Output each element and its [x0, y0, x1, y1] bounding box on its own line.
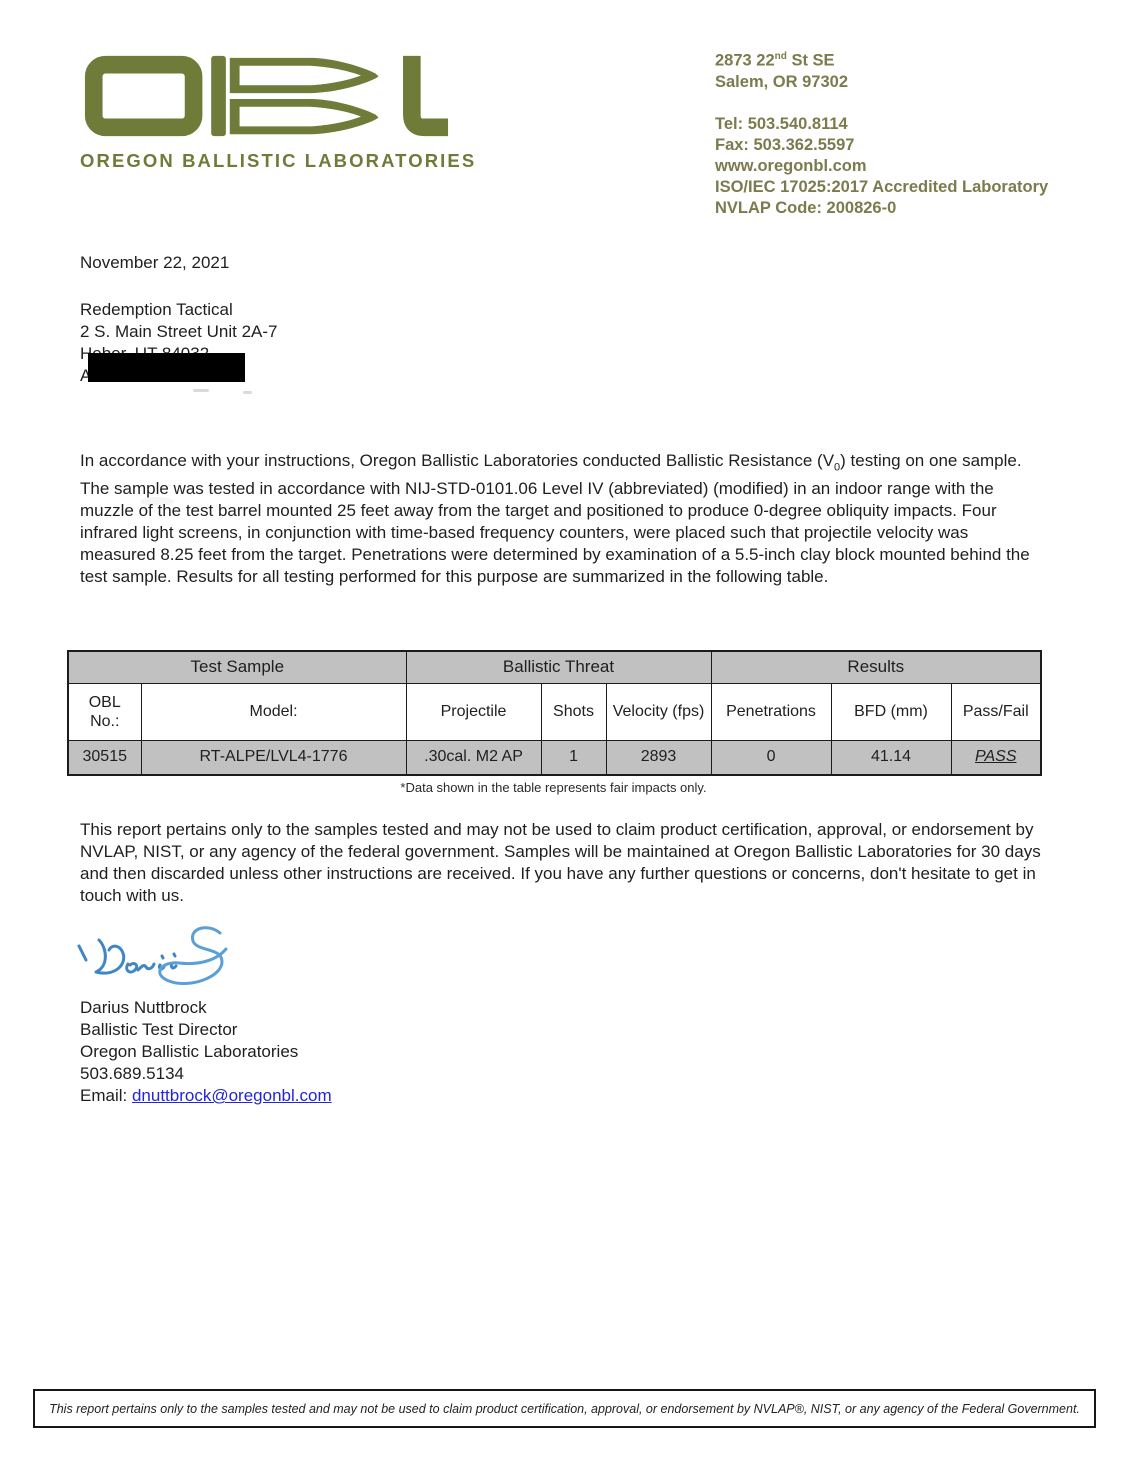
obl-logo-icon [84, 55, 449, 137]
obl-logo: OREGON BALLISTIC LABORATORIES [80, 52, 477, 172]
col-header-projectile: Projectile [405, 682, 542, 741]
intro-paragraph: In accordance with your instructions, Or… [80, 450, 1046, 588]
signer-email-line: Email: dnuttbrock@oregonbl.com [80, 1085, 332, 1107]
scan-artifact [140, 497, 174, 506]
footer-disclaimer-text: This report pertains only to the samples… [49, 1401, 1080, 1416]
signer-title: Ballistic Test Director [80, 1020, 238, 1039]
recipient-redacted-line: A [80, 366, 92, 385]
signer-company: Oregon Ballistic Laboratories [80, 1042, 299, 1061]
col-header-model: Model: [140, 682, 407, 741]
handwritten-signature-icon [77, 926, 228, 986]
table-column-header-row: OBL No.: Model: Projectile Shots Velocit… [67, 682, 1042, 741]
paragraph-testing-summary: In accordance with your instructions, Or… [80, 451, 1022, 474]
group-header-ballistic-threat: Ballistic Threat [405, 650, 712, 684]
table-group-header-row: Test Sample Ballistic Threat Results [67, 650, 1042, 684]
redaction-box [88, 353, 245, 382]
table-row: 30515 RT-ALPE/LVL4-1776 .30cal. M2 AP 1 … [67, 739, 1042, 776]
cell-projectile: .30cal. M2 AP [405, 739, 542, 776]
paragraph-disclaimer: This report pertains only to the samples… [80, 820, 1041, 905]
table-footnote: *Data shown in the table represents fair… [400, 780, 707, 795]
col-header-bfd: BFD (mm) [830, 682, 952, 741]
scan-artifact [243, 391, 252, 394]
col-header-pass-fail: Pass/Fail [950, 682, 1042, 741]
paragraph-methodology: The sample was tested in accordance with… [80, 479, 1030, 587]
col-header-shots: Shots [540, 682, 607, 741]
cell-shots: 1 [540, 739, 607, 776]
closing-paragraph: This report pertains only to the samples… [80, 819, 1046, 907]
contact-fax: Fax: 503.362.5597 [715, 135, 855, 154]
cell-model: RT-ALPE/LVL4-1776 [140, 739, 407, 776]
group-header-test-sample: Test Sample [67, 650, 407, 684]
footer-disclaimer-box: This report pertains only to the samples… [33, 1389, 1096, 1428]
results-table: Test Sample Ballistic Threat Results OBL… [67, 650, 1043, 776]
col-header-penetrations: Penetrations [710, 682, 832, 741]
contact-website: www.oregonbl.com [715, 156, 867, 175]
scan-artifact [193, 389, 209, 392]
cell-obl-no: 30515 [67, 739, 142, 776]
group-header-results: Results [710, 650, 1042, 684]
signer-name: Darius Nuttbrock [80, 998, 207, 1017]
email-link[interactable]: dnuttbrock@oregonbl.com [131, 1086, 332, 1105]
signature-block: Darius Nuttbrock Ballistic Test Director… [80, 997, 332, 1107]
contact-address-line1: 2873 22nd St SE [715, 51, 835, 70]
recipient-name: Redemption Tactical [80, 300, 233, 319]
cell-velocity: 2893 [605, 739, 712, 776]
signer-phone: 503.689.5134 [80, 1064, 184, 1083]
cell-bfd: 41.14 [830, 739, 952, 776]
col-header-velocity: Velocity (fps) [605, 682, 712, 741]
logo-subtitle: OREGON BALLISTIC LABORATORIES [80, 150, 477, 171]
email-label: Email: [80, 1086, 132, 1105]
contact-accreditation: ISO/IEC 17025:2017 Accredited Laboratory [715, 177, 1049, 196]
col-header-obl-no: OBL No.: [67, 682, 142, 741]
cell-penetrations: 0 [710, 739, 832, 776]
contact-info: 2873 22nd St SE Salem, OR 97302 Tel: 503… [715, 46, 1105, 219]
contact-address-line2: Salem, OR 97302 [715, 72, 848, 91]
cell-pass-fail: PASS [950, 739, 1042, 776]
contact-nvlap-code: NVLAP Code: 200826-0 [715, 198, 897, 217]
contact-tel: Tel: 503.540.8114 [715, 114, 848, 133]
recipient-street: 2 S. Main Street Unit 2A-7 [80, 322, 278, 341]
letter-date: November 22, 2021 [80, 253, 230, 272]
